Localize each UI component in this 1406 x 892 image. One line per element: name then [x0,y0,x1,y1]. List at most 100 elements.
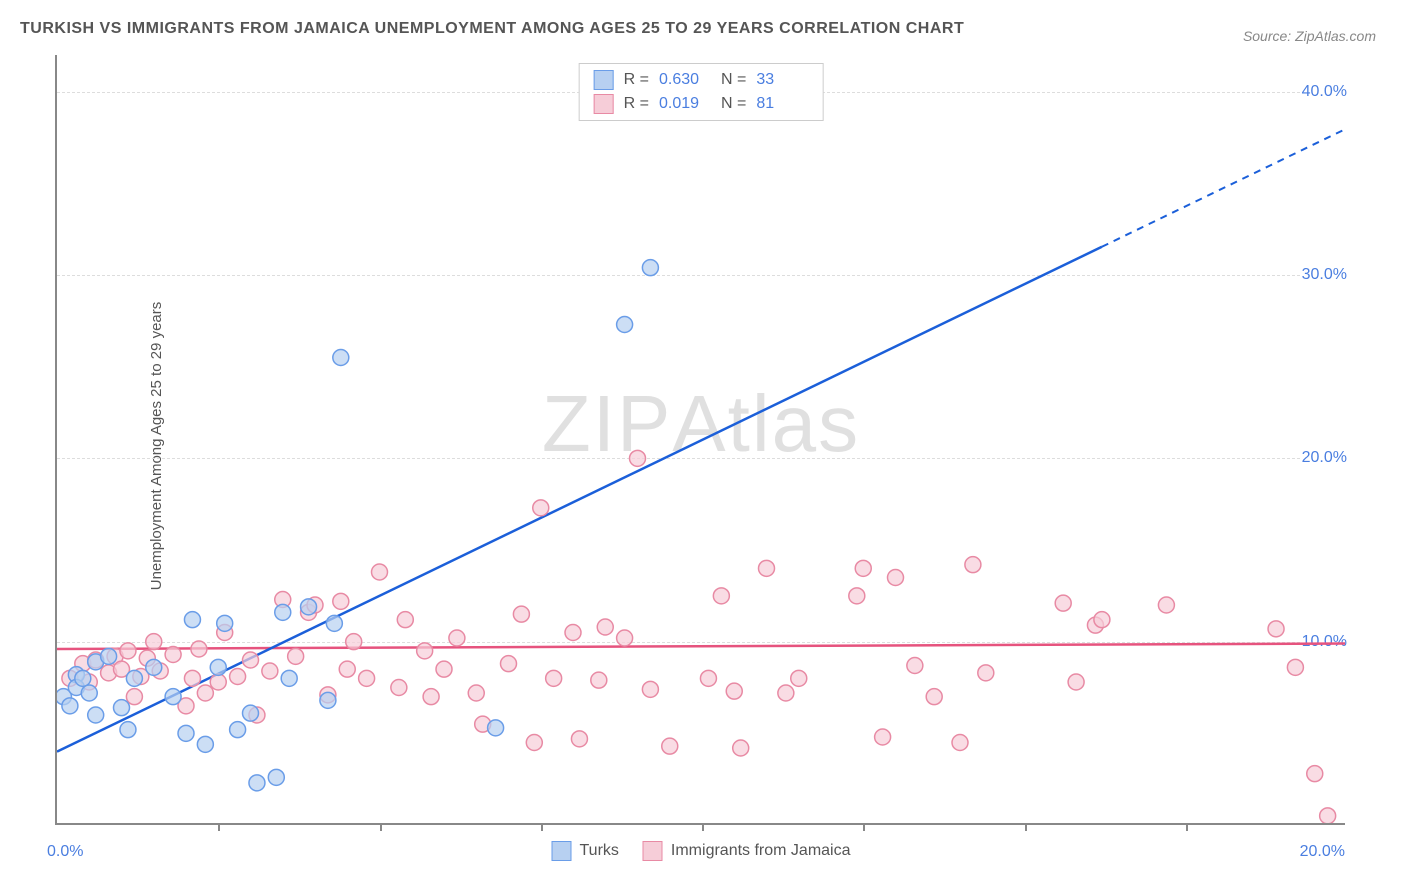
data-point [146,659,162,675]
x-tick [380,823,382,831]
swatch-jamaica [594,94,614,114]
data-point [591,672,607,688]
legend-row-jamaica: R = 0.019 N = 81 [594,92,809,116]
swatch-turks [552,841,572,861]
data-point [281,670,297,686]
regression-line-immigrants-from-jamaica [57,644,1345,650]
swatch-jamaica [643,841,663,861]
x-tick-label-max: 20.0% [1300,843,1345,861]
data-point [120,722,136,738]
chart-title: TURKISH VS IMMIGRANTS FROM JAMAICA UNEMP… [20,20,964,38]
data-point [978,665,994,681]
data-point [320,692,336,708]
data-point [120,643,136,659]
data-point [230,722,246,738]
data-point [778,685,794,701]
data-point [468,685,484,701]
data-point [1158,597,1174,613]
data-point [713,588,729,604]
legend-item-turks: Turks [552,841,619,861]
data-point [1320,808,1336,823]
r-value-turks: 0.630 [659,71,711,89]
data-point [417,643,433,659]
data-point [423,689,439,705]
n-value-turks: 33 [756,71,808,89]
n-label: N = [721,95,746,113]
data-point [165,689,181,705]
data-point [101,648,117,664]
data-point [1094,612,1110,628]
correlation-legend: R = 0.630 N = 33 R = 0.019 N = 81 [579,63,824,121]
data-point [565,625,581,641]
data-point [642,260,658,276]
data-point [191,641,207,657]
data-point [243,652,259,668]
x-tick-label-min: 0.0% [47,843,83,861]
x-tick [1025,823,1027,831]
data-point [126,670,142,686]
data-point [449,630,465,646]
data-point [965,557,981,573]
data-point [791,670,807,686]
legend-label-turks: Turks [580,842,619,860]
data-point [333,593,349,609]
data-point [359,670,375,686]
data-point [217,615,233,631]
series-legend: Turks Immigrants from Jamaica [552,841,851,861]
source-attribution: Source: ZipAtlas.com [1243,28,1376,44]
data-point [855,560,871,576]
r-label: R = [624,71,649,89]
data-point [210,659,226,675]
data-point [546,670,562,686]
data-point [62,698,78,714]
n-value-jamaica: 81 [756,95,808,113]
data-point [114,700,130,716]
data-point [875,729,891,745]
data-point [165,647,181,663]
data-point [1055,595,1071,611]
data-point [126,689,142,705]
data-point [178,725,194,741]
data-point [230,669,246,685]
data-point [268,769,284,785]
data-point [733,740,749,756]
data-point [726,683,742,699]
data-point [849,588,865,604]
data-point [262,663,278,679]
legend-label-jamaica: Immigrants from Jamaica [671,842,851,860]
data-point [184,670,200,686]
data-point [301,599,317,615]
data-point [197,736,213,752]
data-point [952,735,968,751]
data-point [146,634,162,650]
data-point [346,634,362,650]
data-point [249,775,265,791]
legend-row-turks: R = 0.630 N = 33 [594,68,809,92]
x-tick [218,823,220,831]
data-point [700,670,716,686]
data-point [488,720,504,736]
data-point [617,317,633,333]
data-point [1307,766,1323,782]
data-point [1287,659,1303,675]
data-point [513,606,529,622]
data-point [397,612,413,628]
data-point [533,500,549,516]
n-label: N = [721,71,746,89]
x-tick [541,823,543,831]
data-point [81,685,97,701]
data-point [526,735,542,751]
data-point [1068,674,1084,690]
x-tick [1186,823,1188,831]
data-point [907,658,923,674]
plot-area: ZIPAtlas R = 0.630 N = 33 R = 0.019 N = … [55,55,1345,825]
data-point [326,615,342,631]
data-point [372,564,388,580]
data-point [333,350,349,366]
data-point [642,681,658,697]
data-point [571,731,587,747]
data-point [243,705,259,721]
x-tick [863,823,865,831]
data-point [630,450,646,466]
data-point [88,707,104,723]
